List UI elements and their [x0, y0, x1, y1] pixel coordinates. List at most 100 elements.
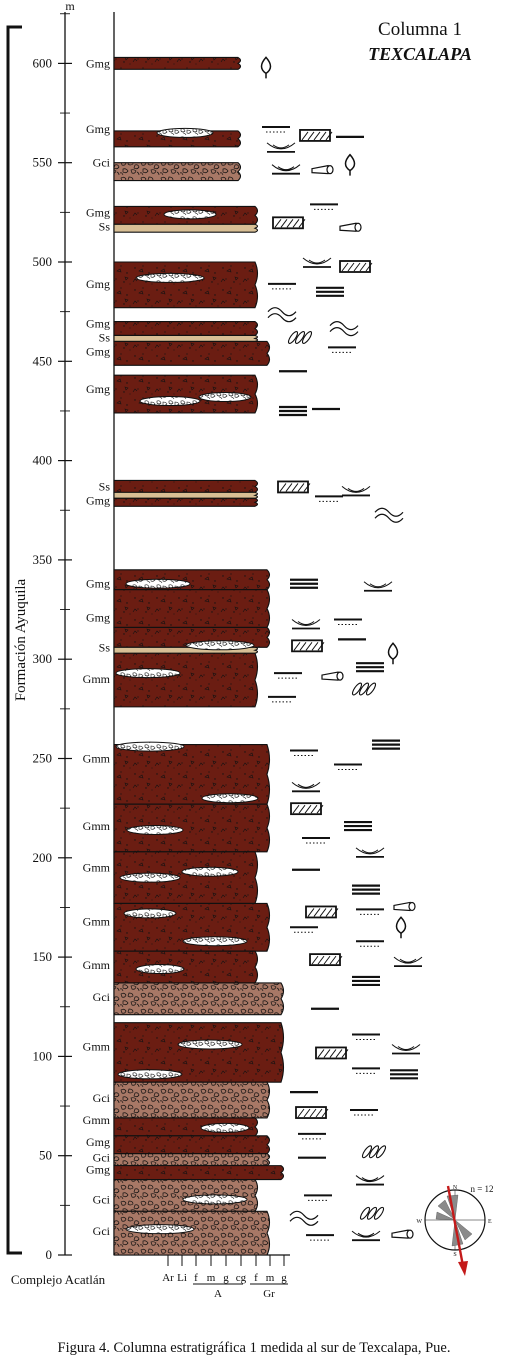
planar-cross-lamina: [279, 483, 287, 492]
clast-lens: [135, 272, 205, 283]
lithology-bed: [113, 162, 242, 182]
axis-tick-label: 150: [33, 949, 53, 964]
rose-west: W: [416, 1219, 422, 1225]
trough-cross-bedding-symbol: [302, 257, 332, 265]
planar-cross-lamina: [297, 1108, 305, 1118]
planar-cross-bedding-symbol: [339, 260, 371, 273]
convolute-bedding-symbol: [351, 682, 363, 696]
lithology-bed: [113, 334, 259, 342]
facies-label: Gmm: [83, 1039, 111, 1053]
wood-fragment-symbol: [391, 1229, 409, 1239]
trough-cross-bedding-symbol: [393, 956, 423, 964]
lithology-bed: [113, 321, 259, 337]
planar-cross-bedding-symbol: [315, 1046, 347, 1060]
trough-cross-bedding-symbol: [355, 847, 385, 855]
lithology-bed: [113, 1153, 271, 1167]
planar-cross-lamina: [359, 262, 367, 272]
lithology-bed: [113, 491, 259, 499]
axis-tick-label: 200: [33, 850, 53, 865]
facies-label: Gmg: [86, 610, 110, 624]
clast-lens: [181, 866, 239, 877]
lithology-bed: [113, 982, 285, 1016]
paleocurrent-rose: N S E W n = 12: [416, 1184, 494, 1276]
planar-cross-lamina: [335, 955, 343, 965]
planar-cross-lamina: [292, 219, 300, 228]
planar-cross-lamina: [303, 483, 311, 492]
planar-cross-lamina: [353, 262, 361, 272]
planar-cross-lamina: [307, 908, 315, 917]
grain-tick-label: m: [266, 1272, 275, 1284]
clast-lens: [182, 1194, 248, 1205]
clast-lens: [115, 668, 181, 679]
planar-cross-lamina: [331, 908, 339, 917]
planar-cross-bedding-symbol: [299, 129, 331, 142]
axis-ticks: 0 50 100 150 200 250 300 350 400 450 500 550 600: [33, 13, 72, 1262]
grain-tick-label: Ar: [162, 1272, 174, 1284]
planar-cross-lamina: [335, 1049, 343, 1058]
clast-lens: [185, 640, 255, 651]
arrow-head: [458, 1261, 468, 1276]
convolute-bedding-symbol: [287, 331, 299, 344]
grain-tick-label: cg: [236, 1272, 247, 1284]
convolute-bedding-symbol: [301, 331, 313, 344]
facies-label: Gmg: [86, 122, 110, 136]
planar-cross-lamina: [298, 804, 306, 814]
ripple-lamination-symbol: [329, 321, 359, 337]
ripple-lamination-symbol: [289, 1210, 319, 1226]
convolute-bedding-symbol: [368, 1145, 380, 1159]
plant-remains-symbol: [344, 153, 356, 176]
wood-fragment-symbol: [311, 164, 329, 175]
planar-cross-lamina: [301, 131, 309, 141]
planar-cross-lamina: [274, 219, 282, 228]
facies-label: Gmm: [83, 819, 111, 833]
lithology-bed: [113, 479, 259, 493]
planar-cross-lamina: [286, 219, 294, 228]
title-line2: TEXCALAPA: [368, 44, 472, 64]
axis-tick-label: 600: [33, 55, 53, 70]
planar-cross-lamina: [310, 804, 318, 814]
convolute-bedding-symbol: [366, 1206, 378, 1220]
lithology-bed: [113, 1135, 271, 1155]
grain-tick-label: Li: [177, 1272, 187, 1284]
convolute-bedding-symbol: [294, 331, 306, 344]
facies-label: Ss: [99, 640, 111, 654]
planar-cross-lamina: [304, 804, 312, 814]
planar-cross-lamina: [307, 131, 315, 141]
planar-cross-lamina: [280, 219, 288, 228]
plant-remains-symbol: [387, 642, 399, 665]
planar-cross-lamina: [317, 1049, 325, 1058]
axis-tick-label: 350: [33, 552, 53, 567]
trough-cross-bedding-symbol: [391, 1044, 421, 1051]
axis-tick-label: 450: [33, 353, 53, 368]
lithology-bed: [113, 589, 271, 628]
planar-cross-lamina: [317, 642, 325, 651]
planar-cross-lamina: [319, 908, 327, 917]
planar-cross-lamina: [323, 955, 331, 965]
facies-label: Gmg: [86, 56, 110, 70]
clast-lens: [126, 824, 184, 835]
planar-cross-lamina: [341, 262, 349, 272]
planar-cross-lamina: [317, 955, 325, 965]
planar-cross-bedding-symbol: [291, 639, 323, 653]
facies-label: Gci: [93, 1192, 111, 1206]
planar-cross-lamina: [365, 262, 373, 272]
lithology-bed: [113, 652, 259, 708]
lithology-bed: [113, 1081, 271, 1119]
lithology-bed: [113, 950, 259, 984]
lithology-bed: [113, 1022, 285, 1083]
grain-tick-label: g: [281, 1272, 287, 1284]
grain-size-scale: Ar Li f m g cg f m gA Gr: [162, 1255, 288, 1300]
axis-tick-label: 300: [33, 651, 53, 666]
basement-label: Complejo Acatlán: [11, 1272, 106, 1287]
lithology-bed: [113, 803, 271, 853]
wood-fragment-end: [408, 901, 416, 912]
clast-lens: [117, 1069, 183, 1080]
clast-lens: [156, 127, 214, 138]
lithology-bed: [113, 1178, 259, 1212]
planar-cross-bedding-symbol: [309, 953, 341, 967]
axis-unit: m: [65, 0, 75, 13]
planar-cross-bedding-symbol: [295, 1106, 327, 1119]
lithology-bed: [113, 1165, 285, 1181]
wood-fragment-symbol: [339, 222, 357, 232]
planar-cross-lamina: [325, 908, 333, 917]
